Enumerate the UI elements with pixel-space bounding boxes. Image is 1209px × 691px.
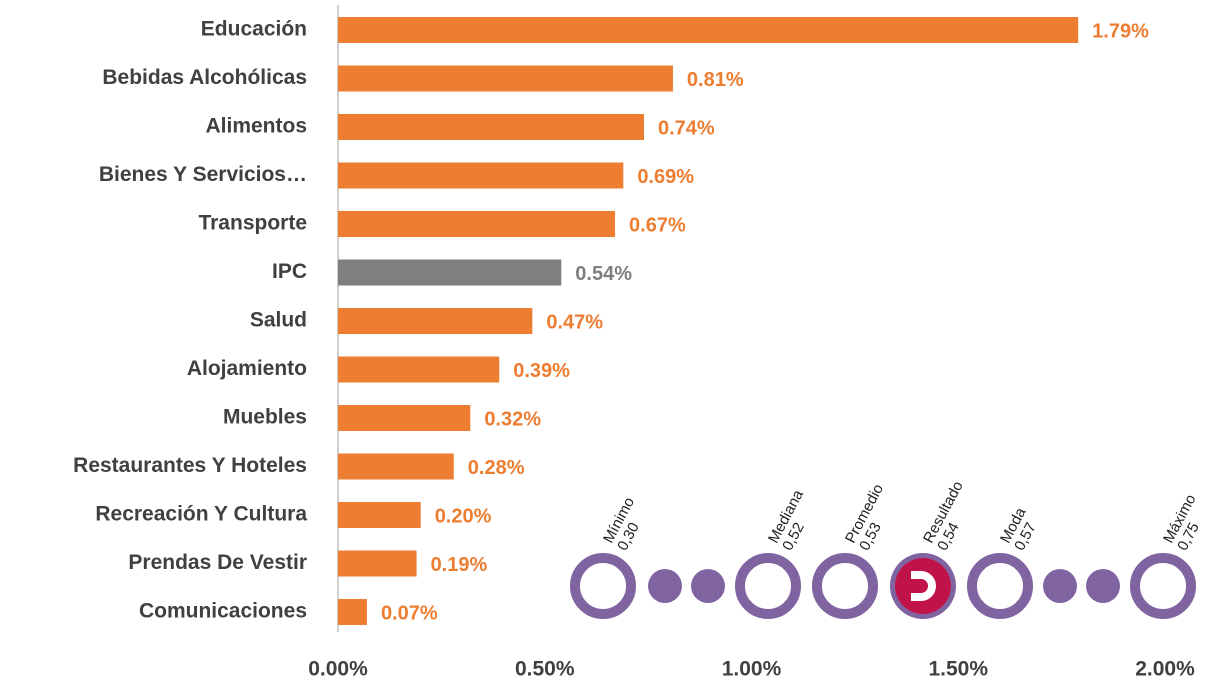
stat-ring <box>570 553 636 619</box>
stat-dot <box>648 569 682 603</box>
bar <box>338 453 454 480</box>
value-label: 0.74% <box>658 117 715 139</box>
value-label: 0.54% <box>575 263 632 285</box>
value-label: 1.79% <box>1092 20 1149 42</box>
y-tick-label: Bienes Y Servicios… <box>99 163 307 186</box>
stat-dot <box>691 569 725 603</box>
x-tick-label: 2.00% <box>1135 658 1195 681</box>
value-label: 0.32% <box>484 408 541 430</box>
bar <box>338 259 562 286</box>
y-tick-label: Transporte <box>198 212 307 235</box>
value-label: 0.19% <box>431 554 488 576</box>
bar <box>338 550 417 577</box>
y-tick-label: Bebidas Alcohólicas <box>102 66 307 89</box>
value-label: 0.69% <box>637 166 694 188</box>
y-tick-label: Restaurantes Y Hoteles <box>73 454 307 477</box>
stat-ring <box>1130 553 1196 619</box>
value-label: 0.20% <box>435 505 492 527</box>
value-label: 0.39% <box>513 360 570 382</box>
value-label: 0.28% <box>468 457 525 479</box>
bar <box>338 308 533 334</box>
bar <box>338 211 616 237</box>
bar <box>338 599 367 625</box>
y-tick-label: Salud <box>250 309 307 332</box>
x-tick-label: 0.50% <box>515 658 575 681</box>
bar <box>338 65 673 92</box>
x-tick-label: 0.00% <box>308 658 368 681</box>
bar <box>338 502 421 528</box>
bar <box>338 114 644 140</box>
y-tick-label: Educación <box>201 18 307 41</box>
stat-ring <box>735 553 801 619</box>
value-label: 0.67% <box>629 214 686 236</box>
stat-dot <box>1086 569 1120 603</box>
bar <box>338 356 500 383</box>
bar <box>338 162 624 189</box>
y-tick-label: Alimentos <box>205 115 307 138</box>
y-tick-label: Comunicaciones <box>139 600 307 623</box>
bar <box>338 405 471 431</box>
y-tick-label: Prendas De Vestir <box>128 551 307 574</box>
y-tick-label: Recreación Y Cultura <box>95 503 307 526</box>
bar <box>338 17 1079 43</box>
stat-ring <box>967 553 1033 619</box>
value-label: 0.07% <box>381 602 438 624</box>
value-label: 0.81% <box>687 69 744 91</box>
y-tick-label: Alojamiento <box>187 357 307 380</box>
x-tick-label: 1.50% <box>928 658 988 681</box>
logo <box>895 558 951 614</box>
y-tick-label: Muebles <box>223 406 307 429</box>
value-label: 0.47% <box>546 311 603 333</box>
stat-ring <box>812 553 878 619</box>
y-tick-label: IPC <box>272 260 307 283</box>
x-tick-label: 1.00% <box>722 658 782 681</box>
logo-d <box>911 571 936 601</box>
stat-dot <box>1043 569 1077 603</box>
